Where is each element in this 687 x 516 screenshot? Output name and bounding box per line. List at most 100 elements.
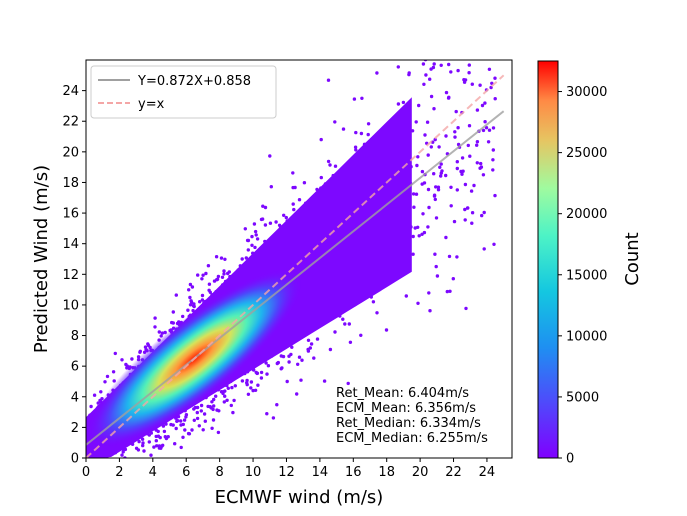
scatter-point — [439, 63, 443, 67]
scatter-point — [434, 185, 438, 189]
scatter-point — [214, 255, 219, 259]
scatter-point — [417, 234, 421, 238]
scatter-point — [265, 372, 269, 376]
scatter-point — [199, 409, 203, 413]
scatter-point — [157, 330, 161, 334]
scatter-point — [333, 330, 337, 334]
scatter-point — [487, 67, 492, 72]
scatter-point — [447, 254, 452, 259]
scatter-point — [250, 234, 254, 239]
scatter-point — [440, 169, 444, 173]
scatter-point — [216, 430, 221, 435]
scatter-point — [261, 204, 265, 208]
y-tick-label: 10 — [62, 298, 79, 313]
x-tick-label: 18 — [378, 465, 395, 480]
scatter-point — [493, 193, 497, 198]
scatter-point — [245, 381, 249, 385]
y-tick-label: 22 — [62, 115, 79, 130]
scatter-point — [137, 439, 141, 444]
scatter-point — [195, 416, 200, 421]
y-axis-label: Predicted Wind (m/s) — [31, 165, 52, 353]
scatter-point — [215, 408, 219, 412]
x-axis-label: ECMWF wind (m/s) — [215, 487, 384, 508]
scatter-point — [259, 370, 264, 375]
scatter-point — [319, 137, 323, 142]
colorbar-tick-label: 25000 — [566, 146, 607, 161]
scatter-point — [240, 257, 244, 261]
scatter-point — [426, 225, 430, 229]
scatter-point — [212, 397, 216, 402]
scatter-point — [463, 218, 467, 222]
scatter-point — [250, 243, 254, 247]
scatter-point — [120, 358, 124, 362]
scatter-point — [452, 219, 457, 224]
scatter-point — [232, 398, 236, 403]
scatter-point — [328, 347, 333, 352]
scatter-point — [434, 216, 439, 220]
scatter-point — [444, 235, 448, 240]
scatter-point — [233, 384, 237, 388]
scatter-point — [348, 340, 353, 344]
scatter-point — [347, 322, 351, 326]
x-tick-label: 4 — [149, 465, 157, 480]
scatter-point — [297, 198, 302, 202]
scatter-point — [461, 30, 464, 33]
scatter-point — [212, 404, 216, 408]
scatter-point — [414, 47, 417, 50]
scatter-point — [424, 73, 428, 77]
y-tick-label: 8 — [71, 329, 79, 344]
scatter-point — [428, 309, 432, 313]
scatter-point — [469, 189, 474, 193]
scatter-point — [212, 279, 217, 283]
scatter-point — [478, 83, 482, 87]
scatter-point — [487, 128, 492, 132]
x-tick-label: 8 — [216, 465, 224, 480]
scatter-point — [416, 155, 420, 159]
scatter-point — [192, 304, 196, 309]
scatter-point — [333, 164, 338, 168]
scatter-point — [275, 403, 279, 407]
legend-fit-label: Y=0.872X+0.858 — [137, 74, 251, 89]
scatter-point — [160, 331, 165, 335]
x-axis: 0 2 4 6 8 10 12 14 16 18 20 22 24 — [82, 458, 495, 480]
scatter-point — [422, 181, 427, 185]
scatter-point — [411, 192, 416, 196]
plot-frame — [85, 59, 513, 459]
scatter-point — [284, 215, 288, 220]
scatter-point — [225, 398, 229, 402]
scatter-point — [251, 388, 255, 393]
scatter-point — [153, 316, 157, 320]
scatter-point — [202, 412, 207, 416]
scatter-point — [190, 285, 195, 289]
scatter-point — [408, 48, 411, 51]
scatter-point — [171, 423, 175, 427]
scatter-point — [291, 171, 295, 175]
scatter-point — [210, 426, 214, 430]
scatter-point — [253, 229, 258, 234]
scatter-point — [427, 205, 431, 210]
scatter-point — [260, 217, 265, 221]
scatter-point — [315, 337, 320, 341]
plot-area — [86, 30, 505, 458]
scatter-point — [352, 97, 357, 101]
scatter-point — [359, 333, 363, 337]
scatter-point — [493, 97, 497, 101]
scatter-point — [302, 181, 307, 185]
scatter-point — [341, 317, 345, 321]
scatter-point — [413, 226, 417, 230]
y-tick-label: 12 — [62, 268, 79, 283]
scatter-point — [299, 378, 303, 382]
scatter-point — [417, 103, 421, 108]
scatter-point — [439, 174, 443, 178]
scatter-point — [491, 168, 495, 172]
scatter-point — [240, 379, 245, 383]
y-tick-label: 6 — [71, 360, 79, 375]
scatter-point — [470, 221, 474, 225]
scatter-point — [249, 380, 254, 384]
scatter-point — [407, 72, 411, 77]
scatter-point — [268, 221, 273, 225]
scatter-point — [439, 162, 443, 166]
scatter-point — [429, 67, 433, 71]
scatter-point — [204, 271, 208, 276]
scatter-point — [309, 342, 314, 346]
